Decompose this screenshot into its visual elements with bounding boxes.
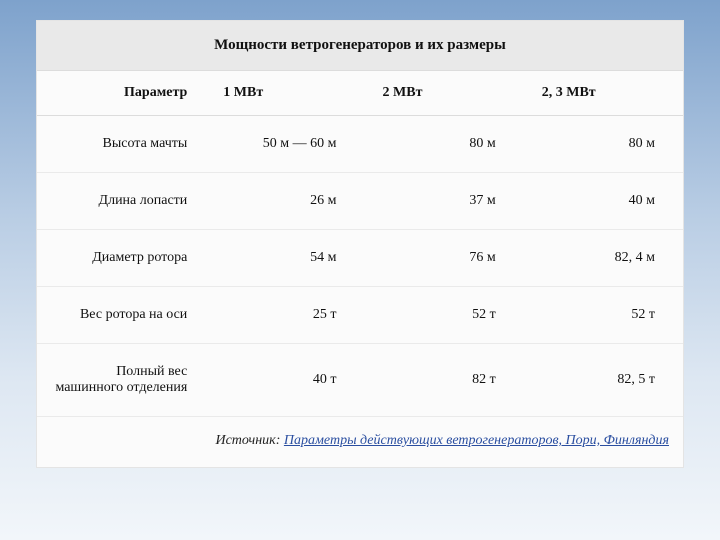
param-cell: Диаметр ротора [37,230,205,287]
value-cell: 40 т [205,344,364,417]
param-cell: Вес ротора на оси [37,287,205,344]
header-col-1: 2 МВт [365,71,524,116]
title-row: Мощности ветрогенераторов и их размеры [37,21,683,71]
value-cell: 52 т [524,287,683,344]
table-row: Полный вес машинного отделения 40 т 82 т… [37,344,683,417]
header-param: Параметр [37,71,205,116]
table-title: Мощности ветрогенераторов и их размеры [37,21,683,71]
header-col-0: 1 МВт [205,71,364,116]
value-cell: 52 т [365,287,524,344]
value-cell: 82, 5 т [524,344,683,417]
value-cell: 80 м [524,116,683,173]
table-row: Длина лопасти 26 м 37 м 40 м [37,173,683,230]
source-link[interactable]: Параметры действующих ветрогенераторов, … [284,433,669,448]
param-cell: Полный вес машинного отделения [37,344,205,417]
value-cell: 50 м — 60 м [205,116,364,173]
value-cell: 37 м [365,173,524,230]
param-cell: Длина лопасти [37,173,205,230]
value-cell: 54 м [205,230,364,287]
table-row: Диаметр ротора 54 м 76 м 82, 4 м [37,230,683,287]
wind-generator-table: Мощности ветрогенераторов и их размеры П… [37,21,683,467]
value-cell: 25 т [205,287,364,344]
value-cell: 26 м [205,173,364,230]
header-row: Параметр 1 МВт 2 МВт 2, 3 МВт [37,71,683,116]
header-col-2: 2, 3 МВт [524,71,683,116]
value-cell: 76 м [365,230,524,287]
table-row: Высота мачты 50 м — 60 м 80 м 80 м [37,116,683,173]
source-label: Источник: [215,433,280,448]
source-cell: Источник: Параметры действующих ветроген… [37,417,683,468]
value-cell: 82 т [365,344,524,417]
slide-background: Мощности ветрогенераторов и их размеры П… [0,0,720,540]
table-row: Вес ротора на оси 25 т 52 т 52 т [37,287,683,344]
param-cell: Высота мачты [37,116,205,173]
value-cell: 82, 4 м [524,230,683,287]
value-cell: 80 м [365,116,524,173]
value-cell: 40 м [524,173,683,230]
table-panel: Мощности ветрогенераторов и их размеры П… [36,20,684,468]
source-row: Источник: Параметры действующих ветроген… [37,417,683,468]
